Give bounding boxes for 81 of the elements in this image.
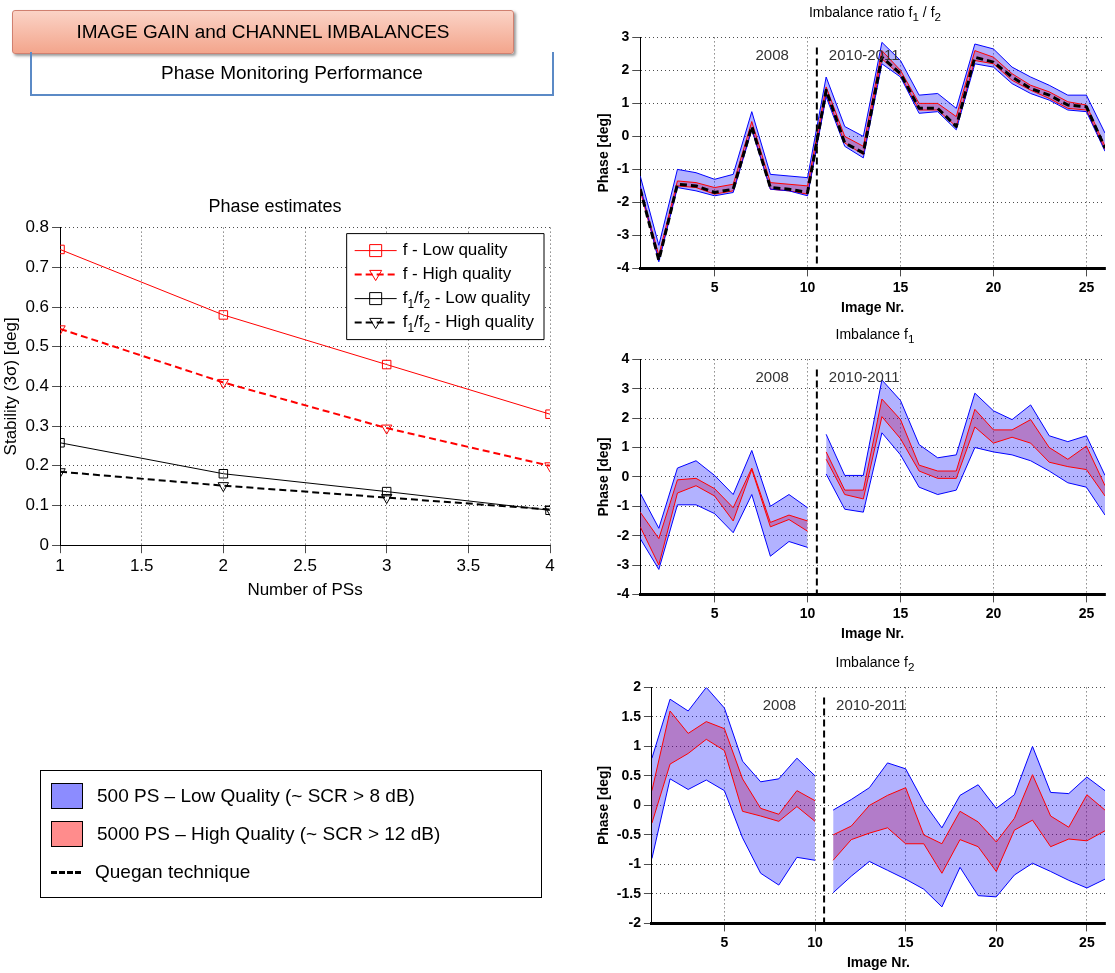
- y-tick-label: 3: [621, 28, 630, 45]
- chart-title: Imbalance f$_{1}$: [834, 325, 916, 347]
- text: Phase Monitoring Performance: [30, 52, 554, 96]
- x-axis-title: Number of PSs: [247, 580, 363, 600]
- y-tick-label: -2: [616, 193, 630, 210]
- y-tick-label: -2: [616, 526, 630, 543]
- y-axis-title: Phase [deg]: [595, 765, 612, 846]
- x-tick-label: 10: [799, 604, 816, 621]
- y-tick-label: 3: [621, 379, 630, 396]
- y-tick-label: 1: [621, 438, 630, 455]
- legend-label: f - High quality: [402, 264, 512, 284]
- y-tick-label: 1: [633, 737, 642, 754]
- x-tick-label: 15: [892, 278, 909, 295]
- x-tick-label: 25: [1078, 278, 1095, 295]
- x-tick-label: 4: [545, 556, 555, 576]
- x-tick-label: 15: [892, 604, 909, 621]
- legend-label: Quegan technique: [95, 861, 251, 883]
- annotation: 2008: [755, 367, 789, 385]
- y-tick-label: 2: [633, 678, 642, 695]
- x-tick-label: 10: [799, 278, 816, 295]
- legend-label: f - Low quality: [402, 240, 509, 260]
- y-tick-label: -3: [616, 226, 630, 243]
- x-tick-label: 2: [218, 556, 229, 576]
- x-axis-title: Image Nr.: [841, 625, 905, 642]
- x-tick-label: 20: [985, 604, 1002, 621]
- x-axis-title: Image Nr.: [846, 954, 910, 971]
- x-tick-label: 25: [1078, 604, 1095, 621]
- y-tick-label: -1: [616, 497, 630, 514]
- y-tick-label: 0.2: [25, 455, 50, 475]
- annotation: 2008: [755, 45, 789, 63]
- annotation: 2010-2011: [836, 695, 907, 713]
- x-tick-label: 20: [985, 278, 1002, 295]
- x-tick-label: 5: [710, 604, 719, 621]
- x-tick-label: 3: [381, 556, 392, 576]
- y-tick-label: -3: [616, 555, 630, 572]
- x-tick-label: 10: [807, 933, 824, 950]
- y-tick-label: 2: [621, 409, 630, 426]
- chart-title: Phase estimates: [208, 195, 342, 216]
- x-tick-label: 1: [55, 556, 65, 576]
- text: IMAGE GAIN and CHANNEL IMBALANCES: [12, 10, 514, 54]
- y-tick-label: -1.5: [616, 884, 642, 901]
- chart-title: Imbalance f$_{2}$: [834, 653, 916, 675]
- y-tick-label: 0.5: [25, 336, 50, 356]
- legend-label: 500 PS – Low Quality (~ SCR > 8 dB): [97, 785, 415, 807]
- y-tick-label: 0: [621, 127, 630, 144]
- annotation: 2010-2011: [828, 367, 900, 385]
- y-tick-label: -1: [616, 160, 630, 177]
- y-tick-label: 0.5: [621, 766, 642, 783]
- y-tick-label: 2: [621, 61, 630, 78]
- x-tick-label: 2.5: [293, 556, 317, 576]
- y-tick-label: -2: [628, 914, 642, 931]
- x-tick-label: 20: [988, 933, 1005, 950]
- annotation: 2008: [762, 695, 797, 713]
- x-tick-label: 1.5: [129, 556, 154, 576]
- y-axis-title: Phase [deg]: [595, 113, 612, 193]
- y-tick-label: -4: [616, 259, 630, 276]
- y-tick-label: 0.4: [25, 376, 50, 396]
- x-tick-label: 25: [1079, 933, 1095, 950]
- y-tick-label: 4: [621, 350, 630, 367]
- x-tick-label: 15: [897, 933, 914, 950]
- y-tick-label: 0.6: [25, 296, 50, 316]
- chart-title: Imbalance ratio f$_{1}$ / f$_{2}$: [808, 3, 942, 25]
- y-tick-label: -4: [616, 585, 630, 602]
- y-tick-label: 1.5: [621, 707, 642, 724]
- legend-label: 5000 PS – High Quality (~ SCR > 12 dB): [97, 823, 441, 845]
- x-tick-label: 5: [710, 278, 719, 295]
- y-tick-label: 0: [633, 796, 642, 813]
- y-tick-label: 0.3: [25, 415, 50, 435]
- x-tick-label: 3.5: [456, 556, 481, 576]
- y-tick-label: 0.8: [25, 217, 50, 237]
- y-tick-label: 1: [621, 94, 630, 111]
- y-tick-label: 0: [621, 467, 630, 484]
- y-tick-label: 0.1: [25, 495, 50, 515]
- x-axis-title: Image Nr.: [841, 299, 905, 316]
- y-tick-label: -1: [628, 855, 642, 872]
- y-tick-label: 0.7: [25, 256, 50, 276]
- y-axis-title: Phase [deg]: [595, 437, 612, 517]
- y-tick-label: 0: [39, 534, 50, 554]
- x-tick-label: 5: [720, 933, 729, 950]
- y-axis-title: Stability (3σ) [deg]: [0, 317, 20, 456]
- y-tick-label: -0.5: [616, 825, 642, 842]
